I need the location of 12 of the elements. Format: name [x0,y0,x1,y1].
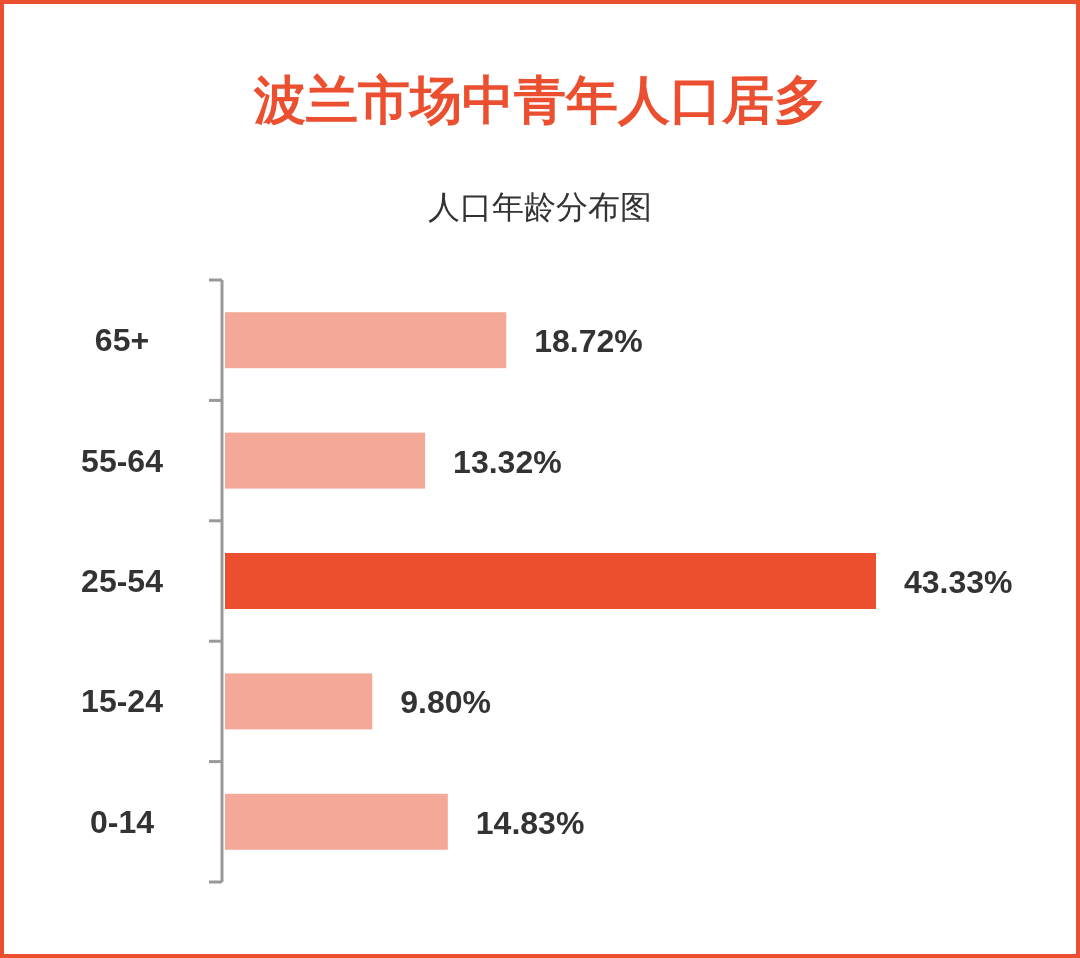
category-label: 15-24 [81,683,163,720]
title: 波兰市场中青年人口居多 [254,71,826,129]
category-label: 0-14 [90,803,154,840]
category-label: 25-54 [81,563,163,599]
value-label: 9.80% [400,684,491,721]
value-label: 13.32% [453,443,562,480]
value-label: 18.72% [534,323,643,360]
subtitle: 人口年龄分布图 [428,189,652,225]
category-label: 55-64 [81,442,163,479]
value-label: 14.83% [475,804,585,841]
category-label: 65+ [94,322,150,359]
value-label: 43.33% [904,564,1013,600]
